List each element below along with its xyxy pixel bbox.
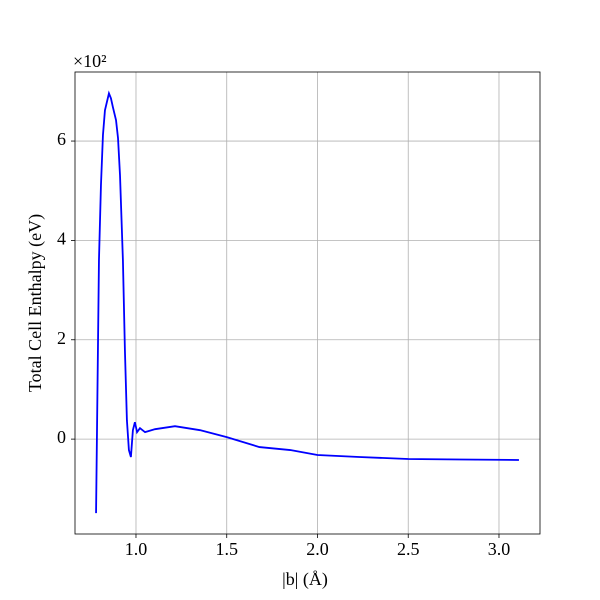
offset-text: ×10²	[73, 51, 107, 71]
x-tick-label: 1.5	[215, 539, 238, 559]
plot-frame	[74, 71, 541, 535]
x-tick-label: 3.0	[488, 539, 511, 559]
x-tick-label: 1.0	[125, 539, 148, 559]
x-axis-label: |b| (Å)	[282, 569, 328, 590]
y-axis-label: Total Cell Enthalpy (eV)	[25, 214, 46, 392]
data-line	[95, 90, 519, 514]
y-tick-label: 6	[57, 129, 66, 149]
y-tick-label: 4	[57, 229, 66, 249]
x-tick-label: 2.5	[397, 539, 420, 559]
y-tick-label: 2	[57, 328, 66, 348]
x-tick-label: 2.0	[306, 539, 329, 559]
y-tick-label: 0	[57, 427, 66, 447]
